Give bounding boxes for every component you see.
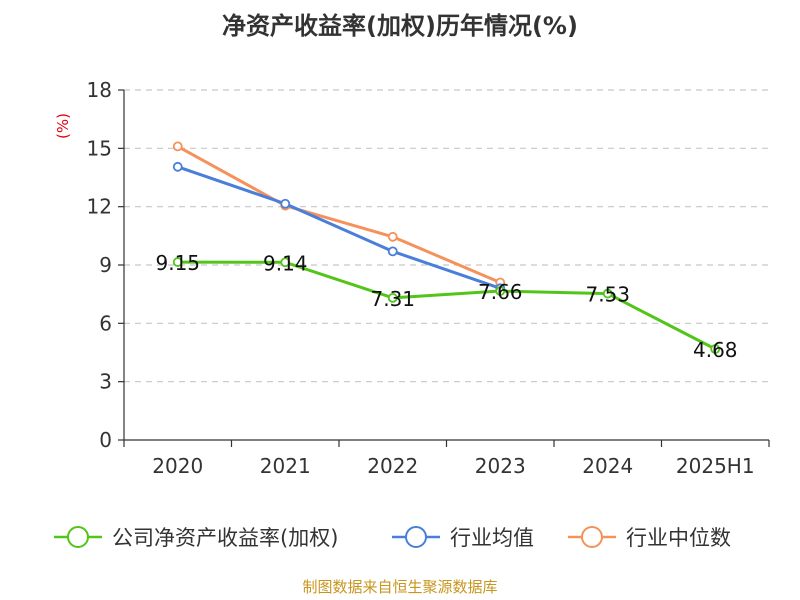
- series-line: [176, 165, 502, 290]
- data-point: [602, 288, 613, 299]
- data-point: [280, 198, 291, 209]
- data-point: [710, 344, 721, 354]
- y-tick-label: 0: [99, 428, 112, 452]
- y-tick-label: 9: [99, 253, 112, 277]
- series-line: [176, 260, 717, 351]
- grid: [124, 89, 769, 383]
- series-group: [172, 141, 721, 354]
- x-tick-label: 2022: [367, 454, 418, 478]
- x-tick-label: 2024: [582, 454, 633, 478]
- data-point: [387, 246, 398, 257]
- y-tick-label: 12: [87, 195, 112, 219]
- axes: 0 3 6 9 12 15 18 2020 2021 2022 2023 2024 2025H1: [87, 78, 770, 478]
- series-line: [176, 144, 502, 284]
- legend: 公司净资产收益率(加权) 行业均值 行业中位数: [54, 526, 731, 550]
- data-point: [387, 231, 398, 242]
- data-labels: 9.15 9.14 7.31 7.66 7.53 4.68: [155, 251, 737, 362]
- legend-label: 行业均值: [450, 526, 534, 550]
- legend-marker: [67, 526, 89, 548]
- data-point: [387, 292, 398, 303]
- legend-label: 行业中位数: [626, 526, 731, 550]
- x-tick-label: 2023: [475, 454, 526, 478]
- data-point: [495, 286, 506, 296]
- x-tick-label: 2021: [260, 454, 311, 478]
- legend-marker: [581, 526, 603, 548]
- legend-marker: [405, 526, 427, 548]
- y-tick-label: 18: [87, 78, 112, 102]
- y-tick-label: 6: [99, 311, 112, 335]
- y-tick-label: 15: [87, 136, 112, 160]
- y-axis-label: (%): [54, 113, 72, 139]
- data-label: 7.66: [478, 280, 523, 304]
- data-label: 7.53: [585, 283, 630, 307]
- data-point: [172, 141, 183, 152]
- data-label: 9.14: [263, 251, 308, 275]
- data-point: [280, 257, 291, 268]
- x-tick-label: 2025H1: [676, 454, 755, 478]
- data-point: [172, 161, 183, 172]
- y-tick-label: 3: [99, 370, 112, 394]
- chart-title: 净资产收益率(加权)历年情况(%): [222, 12, 578, 40]
- data-label: 4.68: [693, 338, 738, 362]
- legend-label: 公司净资产收益率(加权): [112, 526, 338, 550]
- source-note: 制图数据来自恒生聚源数据库: [302, 578, 497, 596]
- x-tick-label: 2020: [152, 454, 203, 478]
- data-label: 9.15: [155, 251, 200, 275]
- data-point: [172, 257, 183, 267]
- data-label: 7.31: [370, 287, 415, 311]
